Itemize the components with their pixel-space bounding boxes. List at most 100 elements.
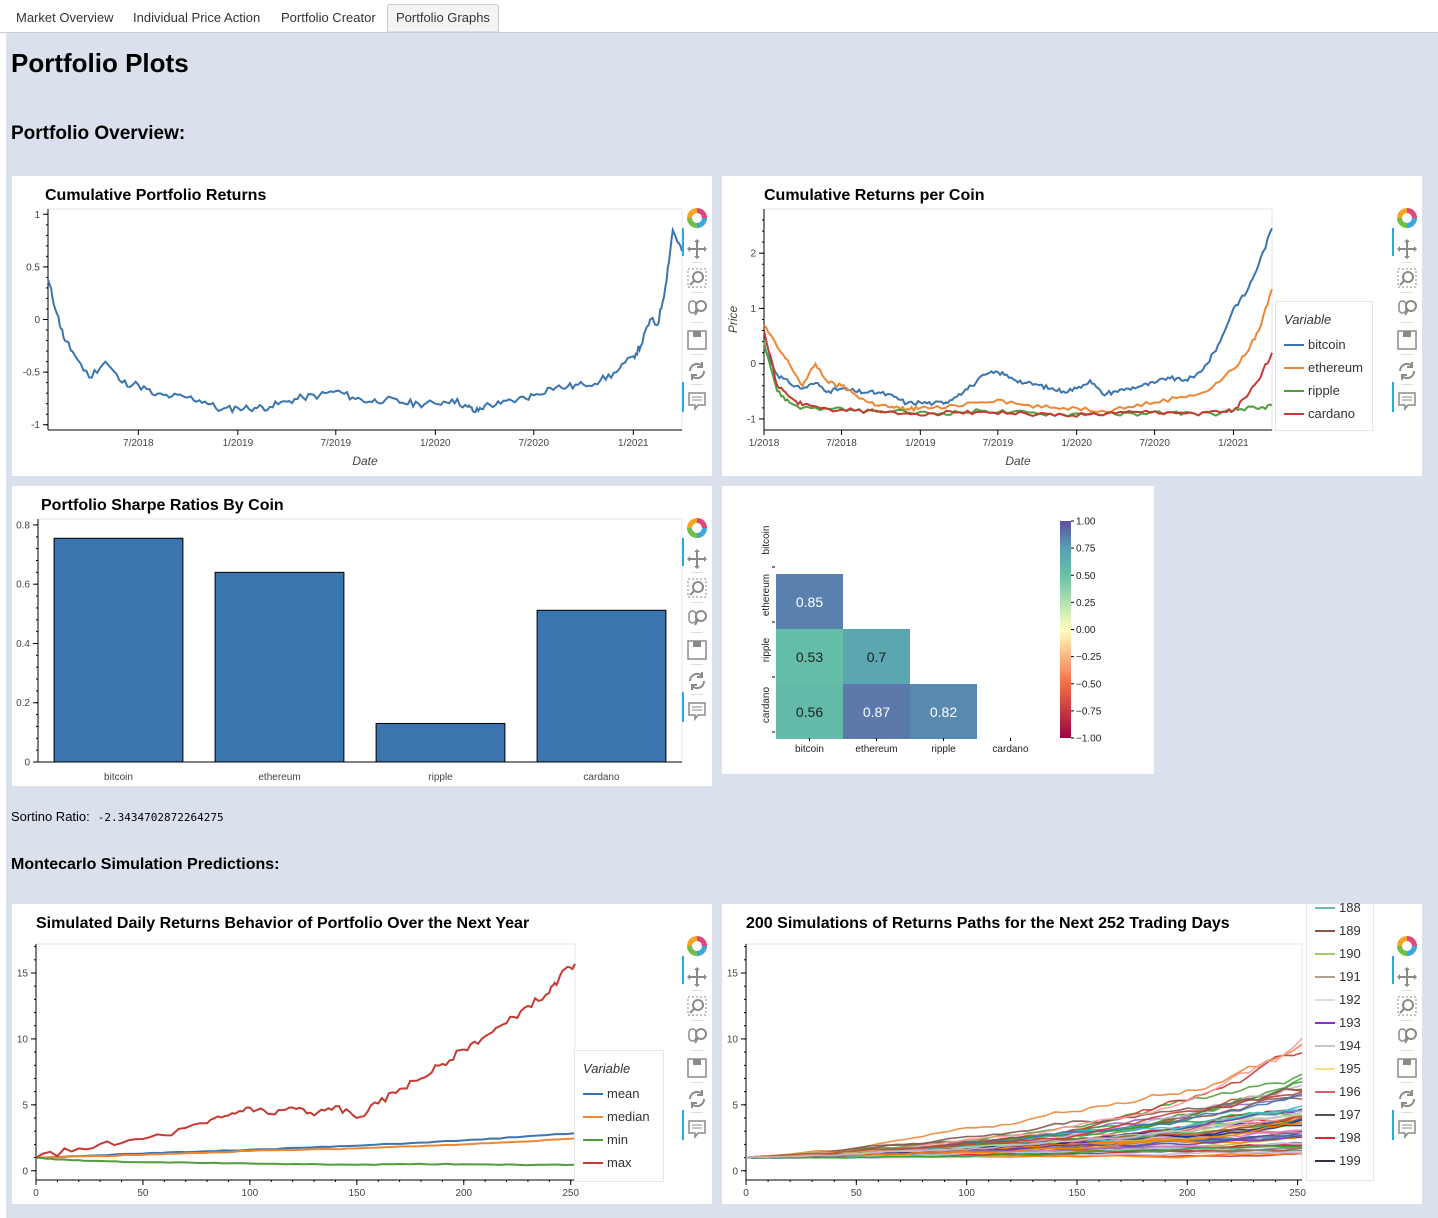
tab-individual-price-action[interactable]: Individual Price Action xyxy=(133,10,261,25)
legend-item[interactable]: 188 xyxy=(1307,896,1373,919)
legend-item[interactable]: 193 xyxy=(1307,1011,1373,1034)
colorbar-tick-label: 0.75 xyxy=(1076,544,1096,555)
legend-item[interactable]: median xyxy=(575,1105,663,1128)
toolbar-separator xyxy=(691,602,703,603)
wheel-zoom-icon[interactable] xyxy=(1395,296,1419,320)
x-tick-label: cardano xyxy=(583,772,620,783)
bar-cardano xyxy=(536,609,667,763)
hover-icon[interactable] xyxy=(1395,389,1419,413)
legend-label: 195 xyxy=(1339,1061,1361,1076)
x-tick-label: bitcoin xyxy=(104,772,133,783)
toolbar-separator xyxy=(691,572,703,573)
legend-swatch xyxy=(1315,1022,1335,1024)
chart-toolbar xyxy=(1392,206,1422,426)
toolbar-separator xyxy=(691,990,703,991)
box-zoom-icon[interactable] xyxy=(685,994,709,1018)
legend-item[interactable]: 198 xyxy=(1307,1126,1373,1149)
pan-icon[interactable] xyxy=(685,965,709,989)
legend-label: 193 xyxy=(1339,1015,1361,1030)
legend-swatch xyxy=(1315,1068,1335,1070)
wheel-zoom-icon[interactable] xyxy=(685,296,709,320)
legend-item[interactable]: cardano xyxy=(1276,402,1372,425)
pan-icon[interactable] xyxy=(1395,965,1419,989)
box-zoom-icon[interactable] xyxy=(685,576,709,600)
legend-item[interactable]: 189 xyxy=(1307,919,1373,942)
box-zoom-icon[interactable] xyxy=(1395,266,1419,290)
save-icon[interactable] xyxy=(685,638,709,662)
hover-icon[interactable] xyxy=(1395,1117,1419,1141)
save-icon[interactable] xyxy=(685,1056,709,1080)
heatmap-cell-label: 0.7 xyxy=(867,649,887,665)
box-zoom-icon[interactable] xyxy=(1395,994,1419,1018)
bokeh-logo-icon[interactable] xyxy=(685,934,709,958)
reset-icon[interactable] xyxy=(1395,1087,1419,1111)
hover-icon[interactable] xyxy=(685,389,709,413)
hover-icon[interactable] xyxy=(685,1117,709,1141)
legend-item[interactable]: 196 xyxy=(1307,1080,1373,1103)
legend-swatch xyxy=(1315,930,1335,932)
bokeh-logo-icon[interactable] xyxy=(1395,934,1419,958)
x-tick-label: 250 xyxy=(562,1188,579,1199)
toolbar-separator xyxy=(691,354,703,355)
y-tick-label: cardano xyxy=(761,686,772,723)
x-tick-label: 7/2018 xyxy=(826,438,857,449)
save-icon[interactable] xyxy=(1395,328,1419,352)
colorbar xyxy=(1060,521,1071,738)
wheel-zoom-icon[interactable] xyxy=(685,1024,709,1048)
legend-item[interactable]: 192 xyxy=(1307,988,1373,1011)
pan-icon[interactable] xyxy=(685,547,709,571)
chart-toolbar xyxy=(682,206,712,426)
bokeh-logo-icon[interactable] xyxy=(685,516,709,540)
reset-icon[interactable] xyxy=(685,359,709,383)
y-tick-label: 0 xyxy=(34,315,40,326)
tab-market-overview[interactable]: Market Overview xyxy=(16,10,114,25)
reset-icon[interactable] xyxy=(685,1087,709,1111)
bokeh-logo-icon[interactable] xyxy=(685,206,709,230)
legend-item[interactable]: 194 xyxy=(1307,1034,1373,1057)
legend-item[interactable]: ripple xyxy=(1276,379,1372,402)
heatmap-cell xyxy=(776,629,843,684)
cumulative-per-coin-chart[interactable]: 2 1 0 -1 1/2018 7/2018 1/2019 7/2019 1/2020 7/202… xyxy=(722,176,1422,476)
toolbar-separator xyxy=(1401,1020,1413,1021)
legend-item[interactable]: 199 xyxy=(1307,1149,1373,1172)
tab-portfolio-graphs[interactable]: Portfolio Graphs xyxy=(387,4,499,32)
y-tick-label: ethereum xyxy=(761,574,772,616)
legend-item[interactable]: bitcoin xyxy=(1276,333,1372,356)
series-line xyxy=(763,341,1273,418)
legend-item[interactable]: 190 xyxy=(1307,942,1373,965)
cumulative-portfolio-chart[interactable]: 1 0.5 0 -0.5 -1 7/2018 1/2019 7/2019 1/2020 7/202… xyxy=(12,176,712,476)
tab-portfolio-creator[interactable]: Portfolio Creator xyxy=(281,10,376,25)
y-tick-label: 0 xyxy=(24,758,30,769)
legend-swatch xyxy=(1315,1137,1335,1139)
box-zoom-icon[interactable] xyxy=(685,266,709,290)
legend-item[interactable]: 195 xyxy=(1307,1057,1373,1080)
heatmap-cell xyxy=(843,684,910,739)
x-tick-label: 50 xyxy=(137,1188,149,1199)
series-line xyxy=(763,227,1273,407)
legend-item[interactable]: 197 xyxy=(1307,1103,1373,1126)
legend-item[interactable]: mean xyxy=(575,1082,663,1105)
x-axis-label: Date xyxy=(352,454,378,468)
x-tick-label: 1/2021 xyxy=(618,438,649,449)
legend-swatch xyxy=(1315,999,1335,1001)
legend-item[interactable]: max xyxy=(575,1151,663,1174)
legend-item[interactable]: 191 xyxy=(1307,965,1373,988)
x-tick-label: 0 xyxy=(743,1188,749,1199)
save-icon[interactable] xyxy=(1395,1056,1419,1080)
legend-item[interactable]: ethereum xyxy=(1276,356,1372,379)
save-icon[interactable] xyxy=(685,328,709,352)
hover-icon[interactable] xyxy=(685,699,709,723)
reset-icon[interactable] xyxy=(1395,359,1419,383)
sharpe-ratio-chart[interactable]: 0.8 0.6 0.4 0.2 0 bitcoin ethereum ripple cardan… xyxy=(12,486,712,786)
wheel-zoom-icon[interactable] xyxy=(685,606,709,630)
legend-item[interactable]: min xyxy=(575,1128,663,1151)
active-tool-indicator xyxy=(1392,382,1394,412)
toolbar-separator xyxy=(691,694,703,695)
pan-icon[interactable] xyxy=(685,237,709,261)
reset-icon[interactable] xyxy=(685,669,709,693)
x-tick-label: ethereum xyxy=(855,744,897,755)
wheel-zoom-icon[interactable] xyxy=(1395,1024,1419,1048)
pan-icon[interactable] xyxy=(1395,237,1419,261)
bokeh-logo-icon[interactable] xyxy=(1395,206,1419,230)
